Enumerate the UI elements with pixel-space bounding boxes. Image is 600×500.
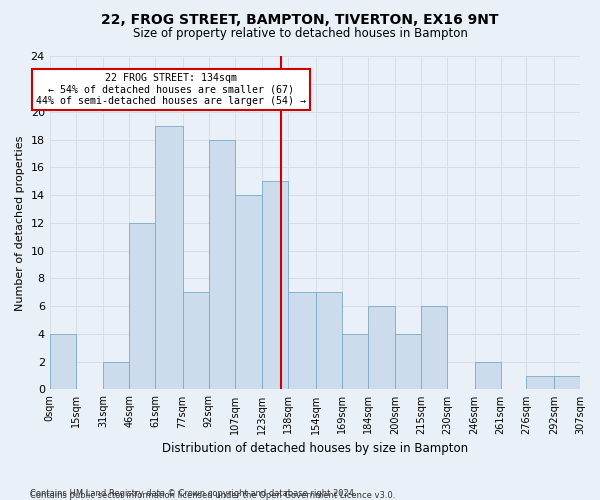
Bar	[395, 334, 421, 390]
Bar	[209, 140, 235, 390]
Bar	[316, 292, 341, 390]
Bar	[475, 362, 500, 390]
Text: 22, FROG STREET, BAMPTON, TIVERTON, EX16 9NT: 22, FROG STREET, BAMPTON, TIVERTON, EX16…	[101, 12, 499, 26]
Text: 22 FROG STREET: 134sqm
← 54% of detached houses are smaller (67)
44% of semi-det: 22 FROG STREET: 134sqm ← 54% of detached…	[35, 73, 305, 106]
Bar	[368, 306, 395, 390]
Bar	[421, 306, 447, 390]
Text: Contains public sector information licensed under the Open Government Licence v3: Contains public sector information licen…	[30, 491, 395, 500]
X-axis label: Distribution of detached houses by size in Bampton: Distribution of detached houses by size …	[162, 442, 468, 455]
Text: Contains HM Land Registry data © Crown copyright and database right 2024.: Contains HM Land Registry data © Crown c…	[30, 488, 356, 498]
Bar	[554, 376, 580, 390]
Bar	[155, 126, 182, 390]
Bar	[341, 334, 368, 390]
Bar	[50, 334, 76, 390]
Bar	[235, 195, 262, 390]
Y-axis label: Number of detached properties: Number of detached properties	[15, 136, 25, 310]
Bar	[526, 376, 554, 390]
Bar	[262, 182, 288, 390]
Bar	[129, 223, 155, 390]
Bar	[182, 292, 209, 390]
Text: Size of property relative to detached houses in Bampton: Size of property relative to detached ho…	[133, 28, 467, 40]
Bar	[288, 292, 316, 390]
Bar	[103, 362, 129, 390]
